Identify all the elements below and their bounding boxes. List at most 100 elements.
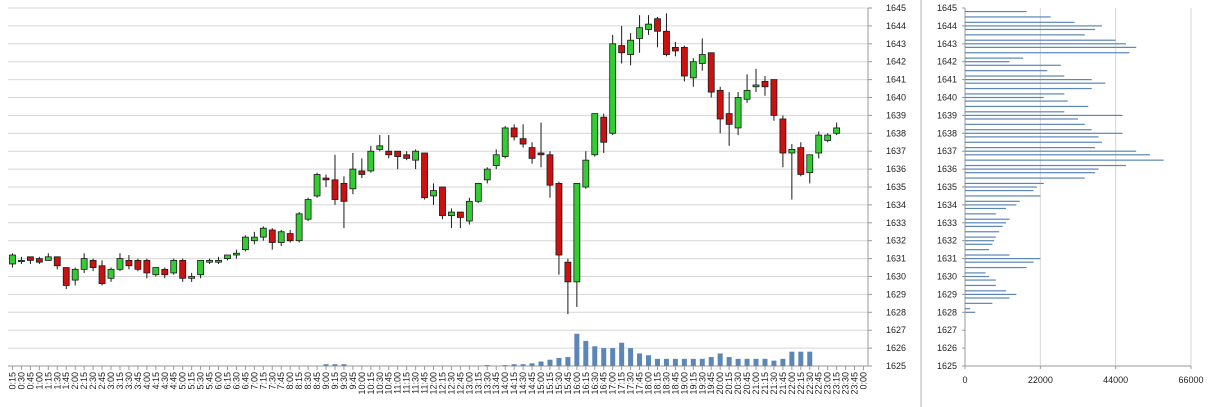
candle-body [9,254,16,265]
candle-body [206,259,213,263]
profile-bar [965,231,1000,233]
candle-body [439,186,446,217]
candle-body [340,183,348,202]
candle-body [770,79,778,116]
volume-bar [663,358,669,366]
candle-body [250,236,258,242]
candle-body [268,229,276,243]
candle-body [582,159,590,188]
volume-bar [807,351,813,366]
profile-bar [965,249,989,251]
profile-bar [965,46,1137,48]
volume-bar [654,358,660,366]
profile-bar [965,57,1024,59]
volume-bar [762,358,768,366]
time-tick-label: 15:00 [536,372,546,395]
time-tick-label: 13:00 [464,372,474,395]
candle-body [107,268,115,279]
profile-bar [965,182,1044,185]
profile-bar [965,189,1034,192]
candle-body [680,46,688,77]
time-tick-label: 21:15 [760,372,770,395]
price-tick-label: 1643 [886,39,906,49]
time-tick-label: 6:30 [231,372,241,390]
profile-price-tick-label: 1629 [937,289,957,299]
candle-body [421,152,428,199]
time-tick-label: 9:15 [330,372,340,390]
profile-bar [965,222,1007,224]
volume-bar [592,346,598,366]
profile-bar [965,168,1099,170]
volume-bars [323,333,813,366]
profile-bar [965,21,1075,23]
time-tick-label: 20:45 [742,372,752,395]
profile-bar [965,123,1085,125]
profile-price-tick-label: 1627 [937,325,957,335]
volume-bar [753,358,759,366]
volume-bar [556,357,562,366]
volume-bar [789,351,795,366]
candle-body [18,259,25,262]
time-tick-label: 7:45 [276,372,286,390]
candle-body [519,138,527,145]
candle-body [80,258,88,270]
volume-bar [583,340,589,366]
candle-body [241,236,249,251]
time-tick-label: 10:15 [366,372,376,395]
candle-body [179,259,187,279]
volume-bar [502,365,508,366]
volume-bar [646,355,652,366]
profile-volume-tick-label: 66000 [1178,375,1203,385]
candle-body [546,154,554,186]
candle-body [143,259,151,274]
price-tick-label: 1632 [886,236,906,246]
candle-body [259,227,267,238]
profile-price-tick-label: 1634 [937,200,957,210]
time-tick-label: 17:15 [617,372,627,395]
profile-bar [965,75,1065,77]
price-tick-label: 1634 [886,200,906,210]
price-gridlines [8,7,869,367]
time-tick-label: 20:15 [724,372,734,395]
volume-bar [726,357,732,366]
volume-bar [538,361,544,366]
candle-body [170,259,178,274]
profile-bar [965,297,1010,299]
candle-body [331,179,339,200]
candle-body [188,276,196,279]
time-tick-label: 8:30 [303,372,313,390]
time-tick-label: 19:30 [697,372,707,395]
candle-body [89,259,97,268]
volume-bar [681,358,687,366]
time-tick-label: 15:15 [545,372,555,395]
profile-price-tick-label: 1625 [937,361,957,371]
time-tick-label: 0:45 [25,372,35,390]
time-tick-label: 23:45 [850,372,860,395]
volume-bar [735,358,741,366]
profile-bar [965,34,1085,36]
profile-bar [965,213,996,215]
candle-body [609,43,617,134]
price-tick-label: 1639 [886,110,906,120]
volume-bar [565,357,571,366]
profile-bar [965,43,1126,45]
volume-bar [547,359,553,366]
profile-volume-tick-label: 22000 [1028,375,1053,385]
candle-body [35,258,43,263]
price-tick-label: 1640 [886,93,906,103]
volume-bar [717,353,723,366]
price-tick-label: 1637 [886,146,906,156]
time-tick-label: 2:00 [70,372,80,390]
candle-body [277,231,285,243]
candle-body [358,170,366,175]
profile-bar [965,105,1089,108]
volume-bar [511,364,517,366]
profile-price-tick-label: 1642 [937,57,957,67]
profile-bar [965,87,1092,90]
volume-bar [323,364,329,366]
time-tick-label: 11:30 [411,372,421,394]
time-tick-label: 18:00 [644,372,654,395]
profile-bar [965,96,1044,99]
candle-body [833,127,841,134]
time-tick-label: 5:45 [205,372,215,390]
